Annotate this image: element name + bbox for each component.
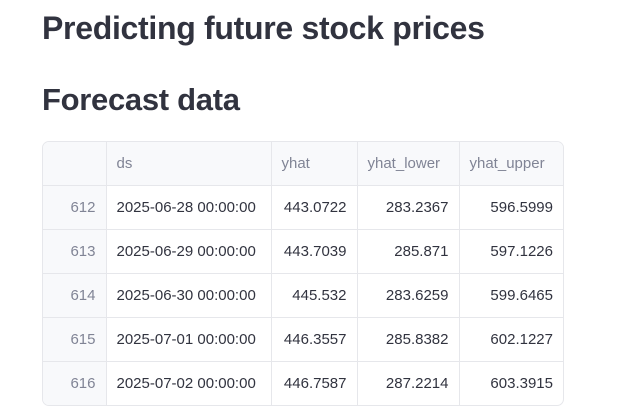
- page-title: Predicting future stock prices: [42, 10, 485, 46]
- cell-ds[interactable]: 2025-07-01 00:00:00: [106, 317, 272, 362]
- cell-yhat-upper[interactable]: 599.6465: [459, 273, 563, 318]
- cell-yhat[interactable]: 445.532: [271, 273, 358, 318]
- column-header-yhat[interactable]: yhat: [271, 142, 358, 186]
- column-header-yhat-lower[interactable]: yhat_lower: [357, 142, 460, 186]
- table-row: 612 2025-06-28 00:00:00 443.0722 283.236…: [43, 185, 563, 230]
- cell-yhat-lower[interactable]: 287.2214: [357, 361, 460, 405]
- row-index[interactable]: 615: [43, 317, 107, 362]
- row-index[interactable]: 613: [43, 229, 107, 274]
- cell-ds[interactable]: 2025-07-02 00:00:00: [106, 361, 272, 405]
- cell-yhat-lower[interactable]: 283.2367: [357, 185, 460, 230]
- cell-yhat[interactable]: 443.7039: [271, 229, 358, 274]
- row-index[interactable]: 614: [43, 273, 107, 318]
- cell-yhat-upper[interactable]: 603.3915: [490, 375, 553, 392]
- table-row: 616 2025-07-02 00:00:00 446.7587 287.221…: [43, 361, 563, 405]
- row-index[interactable]: 612: [43, 185, 107, 230]
- forecast-dataframe[interactable]: ds yhat yhat_lower yhat_upper 612 2025-0…: [42, 141, 564, 406]
- row-index[interactable]: 616: [43, 361, 107, 405]
- column-header-index[interactable]: [43, 142, 107, 186]
- cell-yhat[interactable]: 446.3557: [271, 317, 358, 362]
- table-header-row: ds yhat yhat_lower yhat_upper: [43, 142, 563, 186]
- cell-yhat-lower[interactable]: 285.871: [357, 229, 460, 274]
- section-title: Forecast data: [42, 82, 240, 117]
- table-row: 615 2025-07-01 00:00:00 446.3557 285.838…: [43, 317, 563, 362]
- cell-yhat-lower[interactable]: 285.8382: [357, 317, 460, 362]
- table-row: 614 2025-06-30 00:00:00 445.532 283.6259…: [43, 273, 563, 318]
- forecast-table: ds yhat yhat_lower yhat_upper 612 2025-0…: [43, 142, 563, 405]
- cell-yhat-upper[interactable]: 596.5999: [459, 185, 563, 230]
- cell-yhat-upper[interactable]: 602.1227: [459, 317, 563, 362]
- table-row: 613 2025-06-29 00:00:00 443.7039 285.871…: [43, 229, 563, 274]
- cell-yhat-upper[interactable]: 597.1226: [459, 229, 563, 274]
- column-header-yhat-upper[interactable]: yhat_upper: [459, 142, 563, 186]
- cell-ds[interactable]: 2025-06-30 00:00:00: [106, 273, 272, 318]
- cell-yhat[interactable]: 443.0722: [271, 185, 358, 230]
- cell-ds[interactable]: 2025-06-28 00:00:00: [106, 185, 272, 230]
- cell-yhat-lower[interactable]: 283.6259: [357, 273, 460, 318]
- cell-ds[interactable]: 2025-06-29 00:00:00: [106, 229, 272, 274]
- column-header-ds[interactable]: ds: [106, 142, 272, 186]
- cell-yhat[interactable]: 446.7587: [271, 361, 358, 405]
